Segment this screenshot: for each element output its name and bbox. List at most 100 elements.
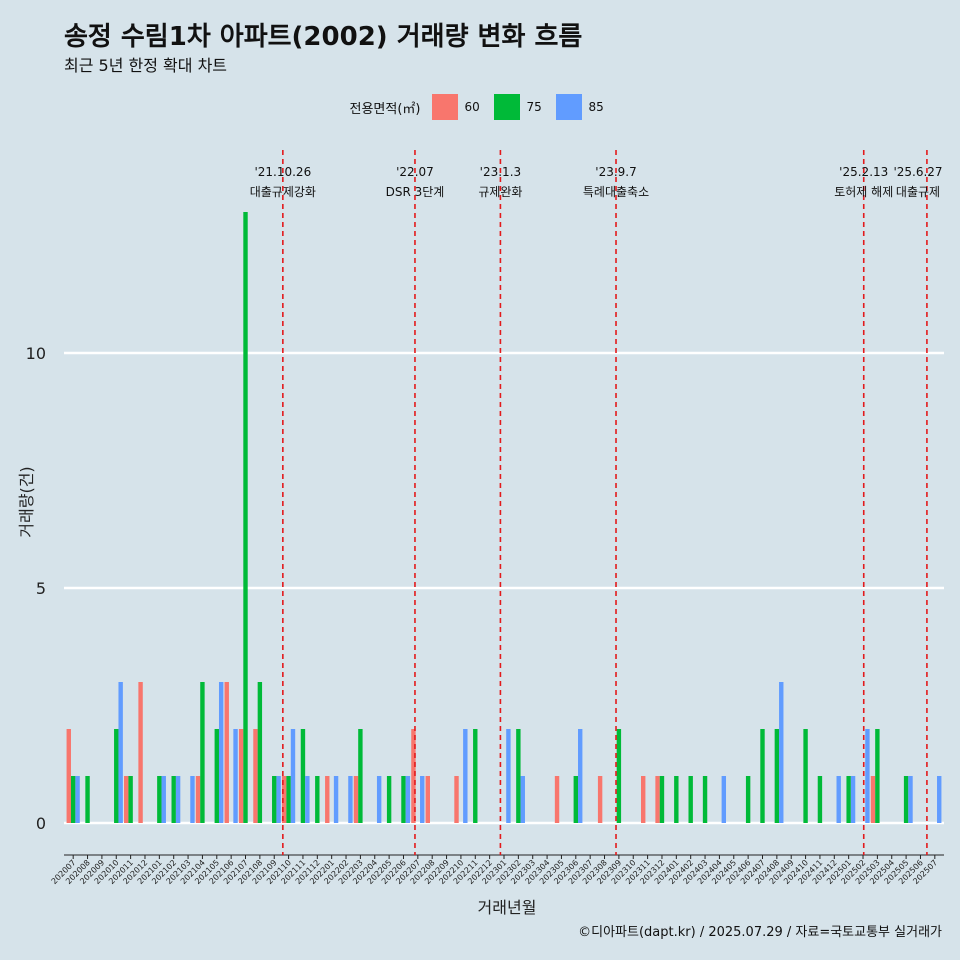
chart-caption: ©디아파트(dapt.kr) / 2025.07.29 / 자료=국토교통부 실…	[578, 925, 942, 940]
legend-label-75: 75	[526, 100, 542, 114]
bar-60-202106	[224, 682, 229, 823]
bar-75-202407	[760, 729, 765, 823]
bar-60-202203	[353, 776, 359, 823]
bar-60-202107	[238, 729, 244, 823]
bar-75-202505	[903, 776, 909, 823]
bar-60-202011	[124, 776, 129, 823]
legend-item-85: 85	[556, 94, 606, 120]
bar-75-202008	[85, 776, 90, 823]
bar-60-202503	[870, 776, 876, 823]
bar-85-202206	[405, 776, 411, 823]
y-tick-label-10: 10	[26, 344, 46, 363]
bar-75-202211	[473, 729, 478, 823]
bar-60-202104	[195, 776, 201, 823]
legend-swatch-75	[494, 94, 521, 120]
chart-subtitle: 최근 5년 한정 확대 차트	[64, 56, 228, 75]
bar-85-202404	[721, 776, 727, 823]
bar-60-202108	[253, 729, 258, 823]
legend: 전용면적(㎡) 60 75 85	[0, 92, 960, 122]
bar-85-202204	[376, 776, 382, 823]
bar-85-202101	[161, 776, 166, 823]
bar-60-202012	[138, 682, 143, 823]
bar-75-202107	[243, 212, 248, 823]
bar-75-202408	[774, 729, 780, 823]
bar-85-202106	[233, 729, 238, 823]
event-label-0: 대출규제강화	[250, 185, 316, 199]
bar-75-202108	[257, 682, 263, 823]
bar-85-202103	[190, 776, 195, 823]
bar-85-202110	[290, 729, 296, 823]
event-date-3: '23.9.7	[595, 165, 636, 179]
bar-60-202210	[454, 776, 459, 823]
bar-60-202007	[66, 729, 71, 823]
bar-60-202308	[597, 776, 603, 823]
bar-75-202501	[846, 776, 851, 823]
bar-75-202206	[401, 776, 406, 823]
bar-85-202412	[836, 776, 841, 823]
legend-swatch-60	[432, 94, 459, 120]
bar-85-202010	[118, 682, 123, 823]
event-date-5: '25.6.27	[893, 165, 942, 179]
bar-60-202208	[425, 776, 430, 823]
legend-label-60: 60	[464, 100, 480, 114]
bar-75-202111	[300, 729, 306, 823]
legend-item-60: 60	[432, 94, 482, 120]
bar-75-202205	[386, 776, 392, 823]
bar-85-202207	[420, 776, 425, 823]
bar-75-202403	[702, 776, 708, 823]
bar-75-202010	[114, 729, 119, 823]
y-tick-label-5: 5	[36, 579, 46, 598]
bar-85-202301	[506, 729, 511, 823]
event-label-1: DSR 3단계	[386, 185, 445, 199]
chart-title: 송정 수림1차 아파트(2002) 거래량 변화 흐름	[64, 22, 583, 52]
bar-75-202309	[616, 729, 622, 823]
bar-85-202502	[865, 729, 870, 823]
x-axis-title: 거래년월	[478, 898, 537, 917]
bar-75-202101	[157, 776, 162, 823]
bar-85-202302	[520, 776, 525, 823]
bar-60-202201	[325, 776, 330, 823]
event-date-1: '22.07	[396, 165, 434, 179]
bar-60-202311	[641, 776, 646, 823]
bar-85-202501	[850, 776, 856, 823]
grid-lines	[64, 351, 944, 825]
bar-75-202011	[128, 776, 133, 823]
bar-75-202203	[358, 729, 363, 823]
event-label-4: 토허제 해제	[834, 185, 893, 199]
bar-75-202402	[688, 776, 693, 823]
bar-60-202207	[411, 729, 416, 823]
bar-75-202406	[745, 776, 751, 823]
event-label-5: 대출규제	[896, 185, 940, 199]
bar-85-202202	[348, 776, 353, 823]
bar-75-202112	[315, 776, 320, 823]
legend-item-75: 75	[494, 94, 544, 120]
event-label-2: 규제완화	[478, 185, 522, 199]
bar-60-202110	[281, 776, 287, 823]
bar-85-202505	[908, 776, 913, 823]
event-markers: '21.10.26 대출규제강화 '22.07 DSR 3단계 '23.1.3 규제완화 '…	[250, 150, 943, 855]
bar-85-202210	[463, 729, 468, 823]
y-axis-title: 거래량(건)	[17, 466, 36, 537]
bars	[66, 212, 942, 823]
bar-85-202007	[75, 776, 80, 823]
bar-75-202410	[803, 729, 808, 823]
bar-75-202312	[659, 776, 665, 823]
bar-75-202104	[200, 682, 205, 823]
legend-label-85: 85	[588, 100, 604, 114]
bar-75-202503	[875, 729, 880, 823]
bar-75-202302	[516, 729, 521, 823]
bar-60-202312	[655, 776, 660, 823]
bar-75-202102	[171, 776, 176, 823]
y-tick-label-0: 0	[36, 814, 46, 833]
bar-75-202105	[214, 729, 219, 823]
bar-75-202411	[817, 776, 823, 823]
legend-title: 전용면적(㎡)	[349, 101, 421, 117]
event-date-2: '23.1.3	[480, 165, 521, 179]
bar-75-202306	[573, 776, 579, 823]
bar-75-202110	[286, 776, 291, 823]
bar-85-202306	[578, 729, 583, 823]
legend-swatch-85	[556, 94, 583, 120]
event-date-0: '21.10.26	[254, 165, 311, 179]
